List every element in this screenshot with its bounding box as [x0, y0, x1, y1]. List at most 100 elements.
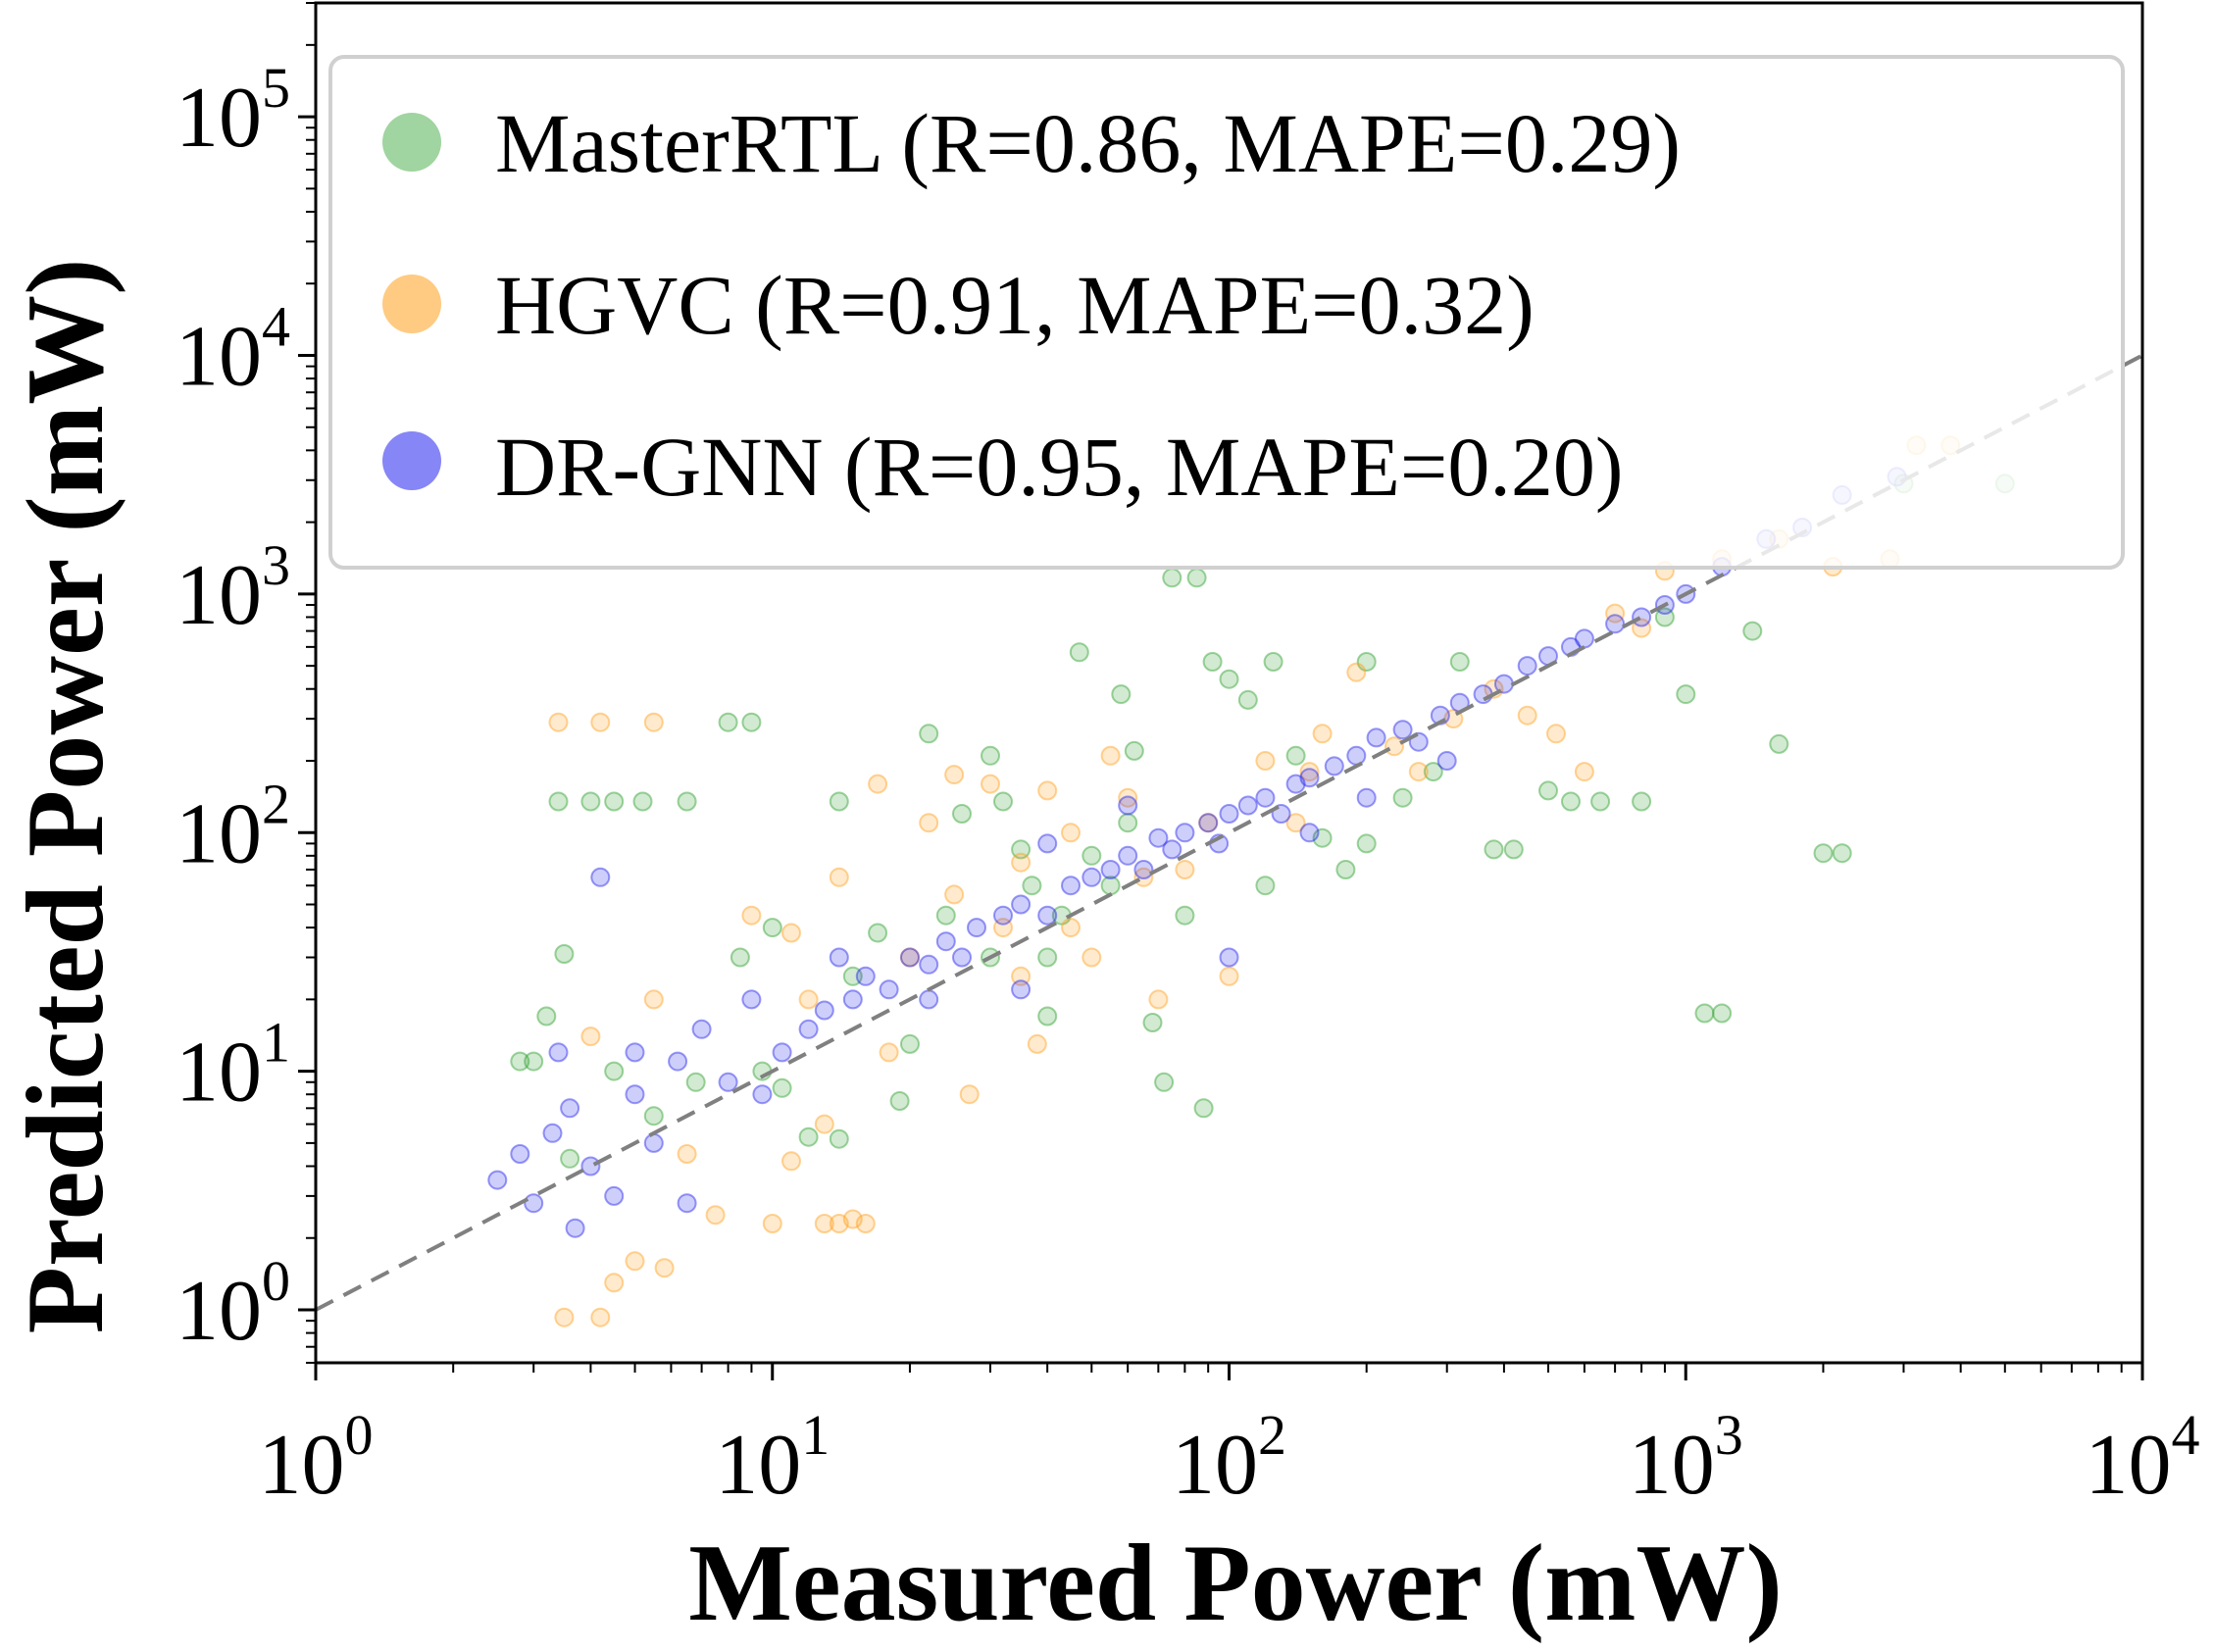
data-point — [691, 1019, 712, 1039]
series-0 — [510, 474, 2015, 1169]
data-point — [944, 884, 965, 905]
data-point — [741, 989, 762, 1010]
data-point — [1346, 745, 1367, 766]
data-point — [1219, 966, 1239, 986]
data-point — [643, 1132, 664, 1153]
data-point — [855, 1214, 876, 1233]
legend-marker-hgvc — [382, 275, 441, 333]
data-point — [762, 918, 782, 938]
x-tick-label: 101 — [715, 1403, 830, 1513]
data-point — [814, 1000, 834, 1021]
data-point — [1694, 1003, 1715, 1024]
data-point — [1124, 740, 1144, 761]
legend: MasterRTL (R=0.86, MAPE=0.29) HGVC (R=0.… — [328, 55, 2125, 570]
data-point — [1285, 774, 1306, 794]
data-point — [1154, 1072, 1175, 1092]
data-point — [1219, 947, 1239, 968]
data-point — [1517, 705, 1537, 726]
data-point — [1148, 827, 1169, 848]
data-point — [1148, 989, 1169, 1010]
data-point — [952, 947, 972, 968]
data-point — [1198, 813, 1219, 833]
data-point — [1546, 724, 1566, 744]
data-point — [1142, 1013, 1163, 1032]
data-point — [900, 947, 920, 968]
data-point — [1118, 813, 1138, 833]
data-point — [548, 791, 569, 812]
data-point — [981, 774, 1000, 794]
data-point — [590, 867, 611, 887]
data-point — [1473, 684, 1493, 705]
data-point — [487, 1170, 508, 1190]
data-point — [798, 989, 819, 1010]
data-point — [798, 1019, 819, 1039]
data-point — [542, 1123, 563, 1143]
data-point — [1712, 1003, 1733, 1024]
data-point — [1356, 652, 1377, 672]
data-point — [1392, 787, 1413, 808]
data-point — [554, 1307, 575, 1327]
data-point — [855, 966, 876, 986]
data-point — [677, 1144, 697, 1164]
data-point — [1255, 787, 1276, 808]
data-point — [1366, 727, 1386, 748]
data-point — [935, 905, 956, 926]
data-point — [1632, 791, 1652, 812]
data-point — [1118, 795, 1138, 816]
data-point — [1219, 669, 1239, 689]
data-point — [1285, 745, 1306, 766]
data-point — [1299, 768, 1320, 788]
data-point — [1162, 839, 1182, 860]
data-point — [1676, 684, 1696, 705]
legend-marker-dr-gnn — [382, 431, 441, 490]
x-tick-label: 100 — [259, 1403, 374, 1513]
data-point — [993, 918, 1013, 938]
data-point — [554, 944, 575, 964]
data-point — [1037, 905, 1058, 926]
data-point — [842, 1209, 863, 1229]
data-point — [625, 1084, 645, 1105]
data-point — [604, 1185, 625, 1206]
data-point — [590, 712, 611, 732]
data-point — [1237, 689, 1258, 710]
data-point — [510, 1051, 530, 1072]
data-point — [1037, 1006, 1058, 1026]
data-point — [1175, 823, 1195, 843]
data-point — [842, 989, 863, 1010]
x-tick-label: 102 — [1172, 1403, 1286, 1513]
data-point — [781, 1151, 801, 1172]
data-point — [1632, 607, 1652, 627]
data-point — [1061, 918, 1081, 938]
data-point — [868, 774, 888, 794]
data-point — [677, 1193, 697, 1214]
data-point — [752, 1084, 773, 1105]
data-point — [1011, 979, 1032, 1000]
data-point — [524, 1051, 544, 1072]
data-point — [1111, 684, 1132, 705]
data-point — [919, 954, 939, 975]
data-point — [1813, 843, 1834, 864]
y-axis-label: Predicted Power (mW) — [5, 259, 126, 1334]
data-point — [685, 1072, 706, 1092]
data-point — [772, 1077, 792, 1098]
data-point — [1255, 876, 1276, 896]
data-point — [1198, 813, 1219, 833]
data-point — [1742, 621, 1763, 641]
data-point — [1193, 1098, 1214, 1119]
data-point — [1011, 966, 1032, 986]
legend-label-dr-gnn: DR-GNN (R=0.95, MAPE=0.20) — [495, 420, 1624, 514]
x-tick-label: 103 — [1629, 1403, 1743, 1513]
data-point — [993, 791, 1013, 812]
data-point — [772, 1042, 792, 1063]
data-point — [625, 1251, 645, 1272]
data-point — [1100, 745, 1121, 766]
data-point — [1517, 656, 1537, 676]
data-point — [868, 923, 888, 943]
x-tick-label: 104 — [2086, 1403, 2200, 1513]
data-point — [1384, 736, 1404, 757]
data-point — [814, 1114, 834, 1134]
data-point — [580, 1026, 601, 1047]
data-point — [842, 966, 863, 986]
data-point — [1574, 628, 1594, 649]
